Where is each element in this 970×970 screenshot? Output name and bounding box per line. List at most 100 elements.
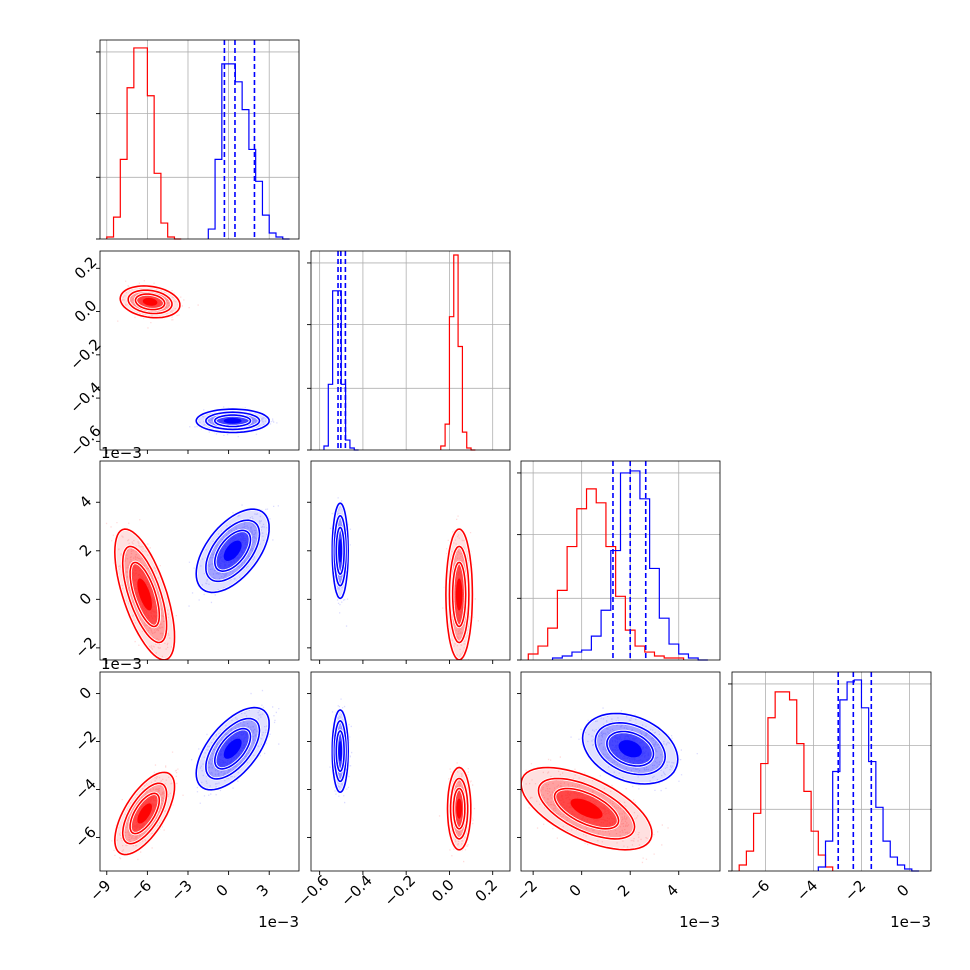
x-offset-label: 1e−3 <box>258 913 299 931</box>
blue-contour-2 <box>606 730 655 767</box>
blue-density-level-3 <box>223 540 242 561</box>
x-offset-label: 1e−3 <box>890 913 931 931</box>
panel-content <box>329 497 479 660</box>
x-tick-label: −0.2 <box>381 871 419 909</box>
blue-histogram <box>817 679 920 872</box>
x-tick-label: 2 <box>614 881 633 900</box>
y-tick-label: −4 <box>71 775 99 803</box>
red-density-level-3 <box>137 803 152 824</box>
axes-frame <box>520 671 721 872</box>
red-contour-2 <box>134 293 166 311</box>
y-tick-label: 0.2 <box>71 253 101 283</box>
y-tick-label: −2 <box>71 727 99 755</box>
panel-content <box>329 698 476 863</box>
marginal-panel-3 <box>728 671 932 872</box>
red-contour-0 <box>446 766 472 851</box>
axes-frame <box>99 460 300 661</box>
blue-histogram <box>323 290 359 451</box>
red-contour-2 <box>452 787 466 830</box>
x-tick-label: −6 <box>127 876 155 904</box>
y-tick-label: −2 <box>71 633 99 661</box>
x-tick-label: 0 <box>566 881 585 900</box>
blue-density-level-3 <box>223 738 242 759</box>
axes-frame <box>99 671 300 872</box>
blue-contour-2 <box>335 730 345 773</box>
y-offset-label: 1e−3 <box>101 655 142 673</box>
x-tick-label: 4 <box>663 881 682 900</box>
red-contour-1 <box>127 289 173 315</box>
blue-density-level-3 <box>223 417 242 424</box>
blue-contour-0 <box>195 706 270 791</box>
red-density-level-3 <box>142 297 158 306</box>
blue-contour-2 <box>335 526 345 575</box>
blue-contour-1 <box>594 721 667 776</box>
x-tick-label: −0.4 <box>337 871 375 909</box>
x-tick-label: −6 <box>745 876 773 904</box>
x-tick-label: 0 <box>893 881 912 900</box>
blue-contour-0 <box>331 709 350 794</box>
red-density-level-3 <box>570 798 603 819</box>
y-tick-label: −6 <box>71 823 99 851</box>
axes-frame <box>310 250 511 451</box>
marginal-panel-2 <box>517 460 721 661</box>
x-tick-label: −2 <box>513 876 541 904</box>
joint-panel-1-2 <box>307 460 511 664</box>
y-offset-label: 1e−3 <box>101 444 142 462</box>
panel-content <box>111 689 280 861</box>
axes-frame <box>99 39 300 240</box>
x-offset-label: 1e−3 <box>679 913 720 931</box>
red-contour-1 <box>537 777 636 840</box>
panel-content <box>521 707 698 864</box>
red-contour-0 <box>113 528 176 660</box>
red-contour-2 <box>129 792 161 835</box>
blue-contour-0 <box>331 502 350 600</box>
red-density-level-3 <box>456 798 462 819</box>
axes-frame <box>310 671 511 872</box>
red-contour-1 <box>121 782 168 845</box>
red-histogram <box>738 691 834 871</box>
blue-contour-0 <box>581 712 679 785</box>
panel-content <box>105 504 279 660</box>
blue-histogram <box>207 63 290 240</box>
y-tick-label: 0 <box>76 683 95 702</box>
axes-frame <box>520 460 721 661</box>
red-histogram <box>440 254 476 451</box>
blue-contour-1 <box>205 519 261 583</box>
y-tick-label: 0.0 <box>71 296 101 326</box>
x-tick-label: −9 <box>86 876 114 904</box>
marginal-panel-1 <box>307 250 511 451</box>
red-contour-2 <box>553 787 620 830</box>
red-contour-1 <box>121 545 168 644</box>
blue-contour-2 <box>213 727 252 770</box>
red-contour-0 <box>445 528 474 660</box>
red-density-level-3 <box>455 578 463 611</box>
red-contour-0 <box>119 285 181 319</box>
red-contour-0 <box>113 771 176 856</box>
red-density-level-3 <box>137 578 152 611</box>
y-tick-label: 4 <box>76 492 95 511</box>
panel-content <box>117 280 278 438</box>
red-scatter-points <box>525 756 669 864</box>
x-tick-label: 0 <box>213 881 232 900</box>
x-tick-label: 0.2 <box>472 876 502 906</box>
marginal-panel-0 <box>96 39 300 240</box>
red-contour-1 <box>448 545 470 644</box>
blue-contour-1 <box>205 717 261 780</box>
blue-density-level-3 <box>618 740 642 758</box>
joint-panel-2-3 <box>517 671 721 875</box>
x-tick-label: −4 <box>793 876 821 904</box>
blue-contour-2 <box>213 529 252 573</box>
blue-contour-0 <box>195 508 270 594</box>
red-histogram <box>527 488 685 660</box>
blue-contour-1 <box>333 720 347 783</box>
axes-frame <box>731 671 932 872</box>
joint-panel-0-1 <box>96 250 300 454</box>
x-tick-label: −0.6 <box>294 871 332 909</box>
joint-panel-1-3 <box>307 671 511 875</box>
x-tick-label: 0.0 <box>428 876 458 906</box>
blue-contour-1 <box>205 411 261 431</box>
blue-contour-0 <box>195 408 270 434</box>
blue-contour-1 <box>333 514 347 587</box>
y-tick-label: 2 <box>76 541 95 560</box>
